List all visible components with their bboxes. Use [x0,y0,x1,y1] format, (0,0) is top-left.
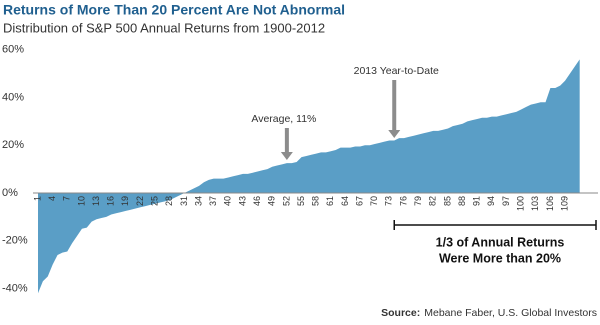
x-tick-label: 88 [457,196,467,206]
x-tick-label: 82 [428,196,438,206]
x-tick-label: 28 [164,196,174,206]
arrow-head [280,152,293,160]
area [38,59,580,294]
y-tick-label: -20% [2,235,28,247]
x-tick-label: 1 [32,196,42,201]
source: Mebane Faber, U.S. Global Investors [424,307,597,319]
annotation: Were More than 20% [439,251,561,265]
x-tick-label: 4 [47,196,57,201]
x-tick-label: 25 [149,196,159,206]
x-tick-label: 46 [252,196,262,206]
chart-title: Returns of More Than 20 Percent Are Not … [3,2,345,18]
annotation: 1/3 of Annual Returns [436,235,565,249]
x-tick-label: 52 [281,196,291,206]
x-tick-label: 100 [515,196,525,211]
x-tick-label: 109 [559,196,569,211]
x-tick-label: 10 [76,196,86,206]
x-tick-label: 97 [501,196,511,206]
y-tick-label: 20% [2,139,24,151]
x-tick-label: 94 [486,196,496,206]
x-tick-label: 43 [237,196,247,206]
x-tick-label: 16 [106,196,116,206]
annotation: 2013 Year-to-Date [354,65,439,77]
x-tick-label: 70 [369,196,379,206]
source-label: Source: [381,307,420,319]
y-tick-label: 60% [2,44,24,56]
x-tick-label: 19 [120,196,130,206]
x-tick-label: 49 [267,196,277,206]
x-tick-label: 73 [384,196,394,206]
y-tick-label: 0% [2,187,18,199]
x-tick-label: 76 [398,196,408,206]
x-tick-label: 7 [62,196,72,201]
x-tick-label: 58 [311,196,321,206]
x-tick-label: 13 [91,196,101,206]
x-tick-label: 103 [530,196,540,211]
x-tick-label: 61 [325,196,335,206]
x-tick-label: 40 [223,196,233,206]
x-tick-label: 37 [208,196,218,206]
chart-subtitle: Distribution of S&P 500 Annual Returns f… [3,20,325,35]
x-tick-label: 79 [413,196,423,206]
x-tick-label: 55 [296,196,306,206]
x-tick-label: 91 [472,196,482,206]
x-tick-label: 67 [354,196,364,206]
x-tick-label: 31 [179,196,189,206]
x-tick-label: 22 [135,196,145,206]
annotation: Average, 11% [251,113,316,125]
y-tick-label: -40% [2,282,28,294]
x-tick-label: 64 [340,196,350,206]
x-tick-label: 106 [545,196,555,211]
y-tick-label: 40% [2,91,24,103]
bracket [393,220,597,230]
x-tick-label: 34 [193,196,203,206]
x-tick-label: 85 [442,196,452,206]
arrow-head [388,130,401,138]
